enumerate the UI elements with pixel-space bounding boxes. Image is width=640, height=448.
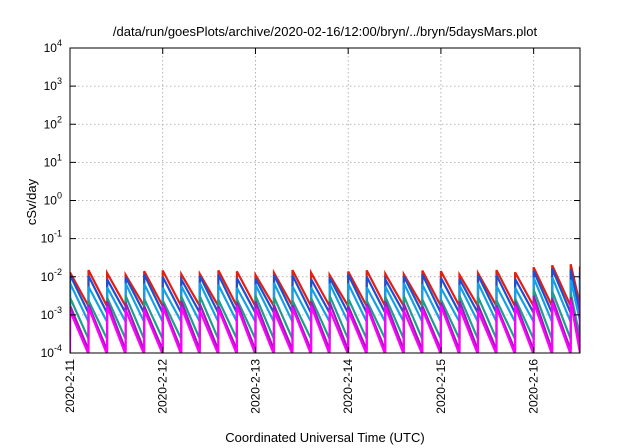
chart-title: /data/run/goesPlots/archive/2020-02-16/1…	[113, 24, 538, 39]
y-tick-label: 10-2	[41, 267, 62, 284]
ticks: 10-4 10-3 10-2 10-1 100 101 102 103 104 2020-2-11…	[41, 38, 580, 414]
y-tick-label: 102	[44, 114, 62, 131]
x-tick-label: 2020-2-14	[341, 359, 355, 414]
y-tick-label: 101	[44, 152, 62, 169]
y-tick-label: 100	[44, 191, 62, 208]
series-layer	[70, 263, 580, 353]
series-line-6	[70, 300, 580, 353]
y-tick-label: 10-3	[41, 305, 62, 322]
y-axis-label: cSv/day	[24, 178, 39, 225]
x-axis-label: Coordinated Universal Time (UTC)	[225, 430, 424, 445]
y-tick-label: 103	[44, 76, 62, 93]
x-tick-label: 2020-2-13	[248, 359, 262, 414]
y-tick-label: 10-4	[41, 343, 62, 360]
grid	[70, 48, 580, 353]
x-tick-label: 2020-2-12	[156, 359, 170, 414]
y-tick-label: 104	[44, 38, 62, 55]
x-tick-label: 2020-2-15	[434, 359, 448, 414]
x-tick-label: 2020-2-11	[63, 359, 77, 413]
y-tick-label: 10-1	[41, 229, 62, 246]
x-tick-label: 2020-2-16	[527, 359, 541, 414]
